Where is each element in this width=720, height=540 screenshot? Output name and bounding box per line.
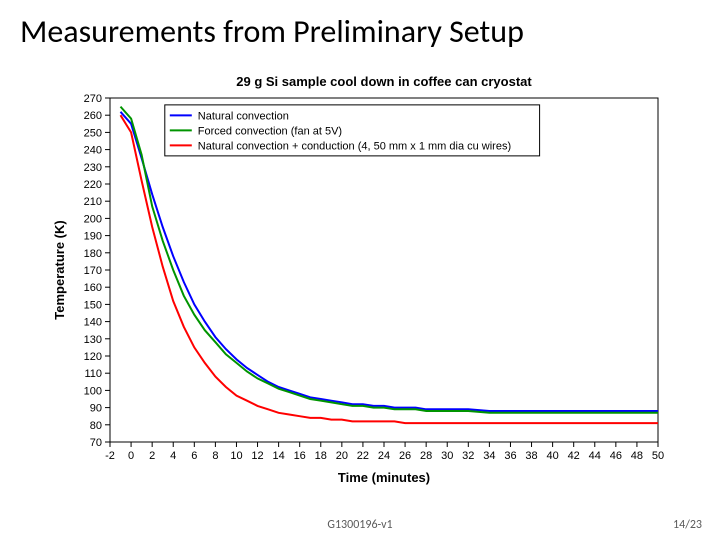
svg-text:8: 8 — [212, 450, 218, 462]
page-title: Measurements from Preliminary Setup — [20, 12, 700, 51]
svg-text:4: 4 — [170, 450, 176, 462]
svg-text:220: 220 — [84, 179, 102, 191]
chart-container: -202468101214161820222426283032343638404… — [50, 70, 670, 490]
svg-text:Forced convection (fan at 5V): Forced convection (fan at 5V) — [198, 125, 342, 137]
svg-text:28: 28 — [420, 450, 432, 462]
svg-text:170: 170 — [84, 265, 102, 277]
svg-text:130: 130 — [84, 334, 102, 346]
svg-text:42: 42 — [568, 450, 580, 462]
svg-text:100: 100 — [84, 385, 102, 397]
svg-text:240: 240 — [84, 145, 102, 157]
svg-text:190: 190 — [84, 231, 102, 243]
svg-text:270: 270 — [84, 93, 102, 105]
svg-text:22: 22 — [357, 450, 369, 462]
svg-text:90: 90 — [90, 403, 102, 415]
svg-text:Time (minutes): Time (minutes) — [338, 470, 430, 485]
svg-text:110: 110 — [84, 368, 102, 380]
svg-text:36: 36 — [504, 450, 516, 462]
slide-container: Measurements from Preliminary Setup -2 0 2… — [0, 0, 720, 540]
svg-text:200: 200 — [84, 213, 102, 225]
svg-text:180: 180 — [84, 248, 102, 260]
svg-text:260: 260 — [84, 110, 102, 122]
svg-text:Natural convection + conductio: Natural convection + conduction (4, 50 m… — [198, 140, 511, 152]
svg-text:-2: -2 — [105, 450, 115, 462]
svg-text:46: 46 — [610, 450, 622, 462]
svg-text:12: 12 — [251, 450, 263, 462]
svg-text:26: 26 — [399, 450, 411, 462]
svg-text:24: 24 — [378, 450, 390, 462]
svg-text:210: 210 — [84, 196, 102, 208]
svg-text:32: 32 — [462, 450, 474, 462]
svg-text:20: 20 — [336, 450, 348, 462]
svg-text:50: 50 — [652, 450, 664, 462]
svg-text:0: 0 — [128, 450, 134, 462]
svg-text:40: 40 — [546, 450, 558, 462]
svg-text:14: 14 — [272, 450, 284, 462]
svg-text:38: 38 — [525, 450, 537, 462]
svg-text:Temperature (K): Temperature (K) — [52, 220, 67, 319]
footer-doc-id: G1300196-v1 — [0, 518, 720, 532]
cooldown-chart: -202468101214161820222426283032343638404… — [50, 70, 670, 490]
svg-text:160: 160 — [84, 282, 102, 294]
svg-text:230: 230 — [84, 162, 102, 174]
svg-text:Natural convection: Natural convection — [198, 110, 289, 122]
svg-text:2: 2 — [149, 450, 155, 462]
svg-text:18: 18 — [315, 450, 327, 462]
footer-page-number: 14/23 — [673, 518, 702, 532]
svg-text:140: 140 — [84, 317, 102, 329]
svg-text:44: 44 — [589, 450, 601, 462]
svg-text:6: 6 — [191, 450, 197, 462]
svg-text:250: 250 — [84, 127, 102, 139]
svg-text:10: 10 — [230, 450, 242, 462]
svg-text:30: 30 — [441, 450, 453, 462]
svg-text:150: 150 — [84, 299, 102, 311]
svg-text:34: 34 — [483, 450, 495, 462]
svg-text:80: 80 — [90, 420, 102, 432]
svg-text:48: 48 — [631, 450, 643, 462]
svg-text:70: 70 — [90, 437, 102, 449]
svg-text:16: 16 — [294, 450, 306, 462]
svg-text:120: 120 — [84, 351, 102, 363]
svg-text:29 g Si sample cool down in co: 29 g Si sample cool down in coffee can c… — [236, 74, 532, 89]
